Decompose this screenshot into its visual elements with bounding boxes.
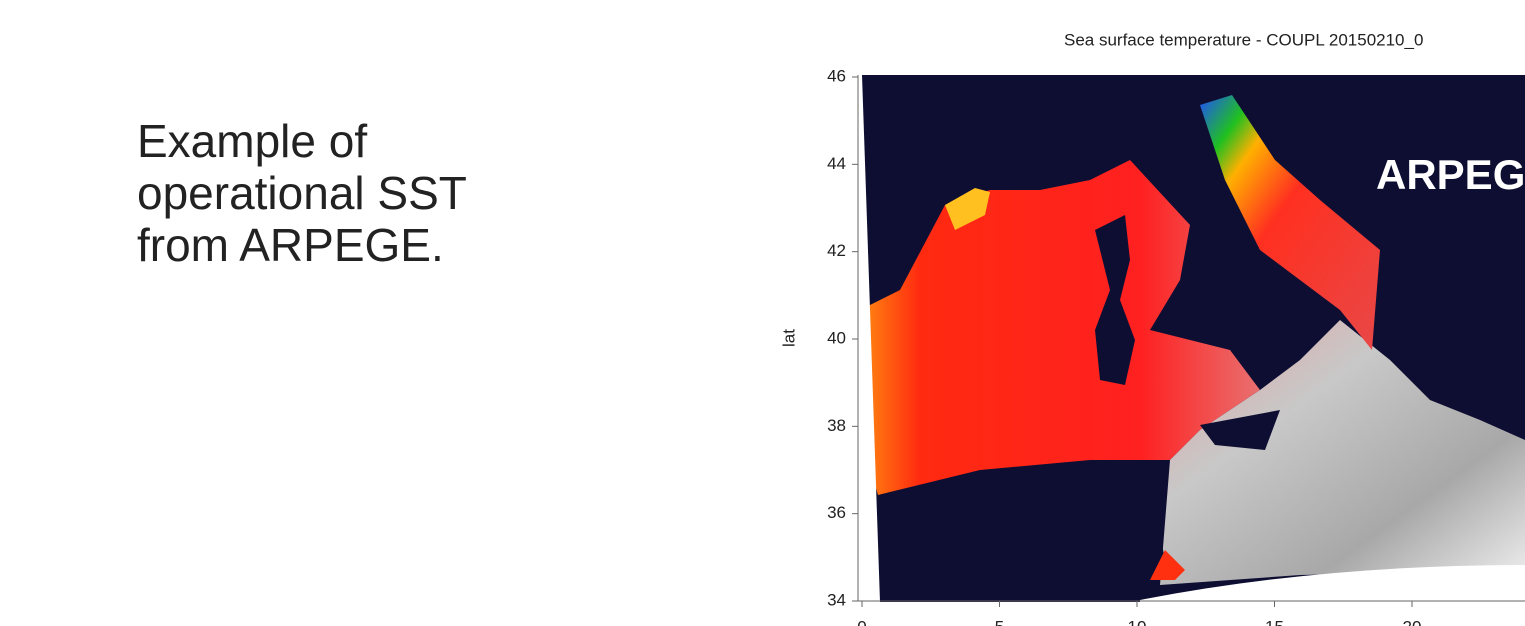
y-tick-label: 44 — [827, 154, 846, 173]
map: ARPEGE — [858, 75, 1525, 602]
y-tick-label: 42 — [827, 241, 846, 260]
x-tick-label: 10 — [1128, 617, 1147, 626]
slide: Example ofoperational SSTfrom ARPEGE. Se… — [0, 0, 1525, 626]
y-tick-label: 34 — [827, 590, 846, 609]
slide-text-line: operational SST — [137, 167, 467, 219]
x-tick-label: 15 — [1265, 617, 1284, 626]
y-tick-label: 40 — [827, 328, 846, 347]
y-tick-label: 46 — [827, 66, 846, 85]
y-axis-label: lat — [779, 329, 798, 347]
x-tick-label: 5 — [995, 617, 1004, 626]
x-tick-label: 0 — [857, 617, 866, 626]
chart-title: Sea surface temperature - COUPL 20150210… — [1064, 30, 1423, 49]
map-annotation: ARPEGE — [1376, 151, 1525, 198]
y-tick-label: 38 — [827, 416, 846, 435]
y-tick-label: 36 — [827, 503, 846, 522]
page: Example ofoperational SSTfrom ARPEGE. Se… — [0, 0, 1525, 626]
slide-text-line: Example of — [137, 115, 367, 167]
land — [876, 482, 1165, 602]
x-tick-label: 20 — [1403, 617, 1422, 626]
slide-text-line: from ARPEGE. — [137, 219, 444, 271]
